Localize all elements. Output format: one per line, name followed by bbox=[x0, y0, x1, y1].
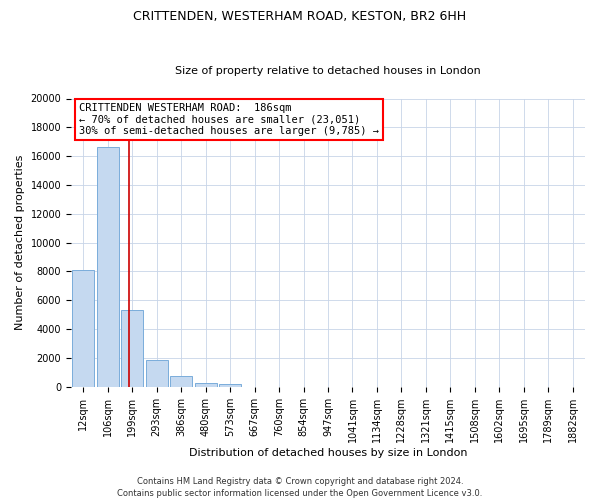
Y-axis label: Number of detached properties: Number of detached properties bbox=[15, 155, 25, 330]
Bar bbox=[170, 376, 192, 386]
Text: Contains HM Land Registry data © Crown copyright and database right 2024.
Contai: Contains HM Land Registry data © Crown c… bbox=[118, 476, 482, 498]
X-axis label: Distribution of detached houses by size in London: Distribution of detached houses by size … bbox=[189, 448, 467, 458]
Bar bbox=[194, 382, 217, 386]
Bar bbox=[219, 384, 241, 386]
Bar bbox=[97, 148, 119, 386]
Bar bbox=[72, 270, 94, 386]
Title: Size of property relative to detached houses in London: Size of property relative to detached ho… bbox=[175, 66, 481, 76]
Text: CRITTENDEN, WESTERHAM ROAD, KESTON, BR2 6HH: CRITTENDEN, WESTERHAM ROAD, KESTON, BR2 … bbox=[133, 10, 467, 23]
Bar bbox=[121, 310, 143, 386]
Bar bbox=[146, 360, 168, 386]
Text: CRITTENDEN WESTERHAM ROAD:  186sqm
← 70% of detached houses are smaller (23,051): CRITTENDEN WESTERHAM ROAD: 186sqm ← 70% … bbox=[79, 103, 379, 136]
